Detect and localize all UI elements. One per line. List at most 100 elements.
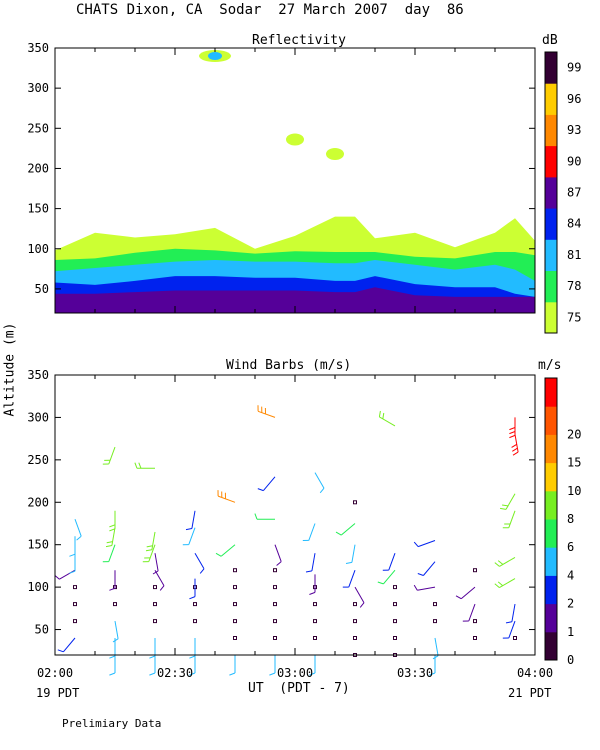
wind-barb — [305, 553, 316, 573]
refl-swatch — [545, 176, 557, 209]
barb-feather — [146, 545, 153, 548]
barb-feather — [432, 655, 439, 660]
wind-swatch — [545, 462, 557, 492]
calm-marker — [233, 602, 237, 607]
calm-marker — [313, 602, 317, 607]
barb-staff — [379, 416, 396, 427]
wind-barb — [302, 523, 316, 541]
refl-colorbar-label: 87 — [567, 186, 581, 200]
reflectivity-colorbar: 75 78 81 84 87 90 93 96 99 — [544, 51, 581, 334]
y-tick-label: 300 — [27, 410, 49, 424]
calm-marker — [393, 636, 397, 640]
time-axis: 02:00 02:30 03:00 03:30 04:00 — [37, 48, 553, 680]
calm-marker — [353, 602, 357, 607]
y-tick-label: 250 — [27, 121, 49, 135]
wind-barb — [345, 544, 356, 564]
wind-barb — [185, 510, 196, 531]
y-tick-label: 200 — [27, 161, 49, 175]
barb-staff — [63, 637, 76, 653]
barb-staff — [274, 544, 282, 562]
wind-barb — [502, 620, 516, 639]
wind-barb — [109, 510, 116, 532]
barb-feather — [429, 672, 436, 676]
barb-feather — [57, 649, 64, 653]
calm-marker — [273, 636, 277, 640]
wind-barb — [257, 476, 276, 492]
barb-staff — [417, 540, 436, 548]
calm-marker — [513, 636, 517, 640]
barb-staff — [257, 410, 276, 418]
barb-feather — [309, 591, 316, 595]
wind-barb — [254, 513, 275, 520]
wind-swatch — [545, 378, 557, 407]
barb-feather — [69, 553, 76, 557]
wind-colorbar-unit: m/s — [538, 358, 562, 373]
barb-feather — [417, 573, 424, 576]
wind-barb — [215, 544, 236, 557]
refl-swatch — [545, 52, 557, 84]
wind-barb — [511, 434, 519, 456]
barb-staff — [434, 637, 439, 656]
barb-staff — [511, 604, 516, 622]
wind-swatch — [545, 631, 557, 661]
barb-staff — [111, 527, 116, 546]
refl-colorbar-label: 99 — [567, 61, 581, 75]
barb-feather — [138, 462, 142, 469]
barb-staff — [388, 553, 396, 571]
wind-colorbar-label: 2 — [567, 597, 574, 611]
calm-marker — [393, 619, 397, 624]
wind-barb — [382, 553, 396, 571]
wind-barb — [257, 405, 276, 418]
calm-marker — [353, 636, 357, 640]
refl-swatch — [545, 208, 557, 240]
barb-staff — [417, 586, 436, 591]
wind-barb — [500, 493, 516, 510]
wind-barb — [378, 410, 396, 427]
calm-marker — [433, 602, 437, 607]
barb-feather — [309, 672, 316, 676]
wind-barb — [494, 578, 516, 589]
barb-feather — [76, 535, 82, 541]
barb-staff — [508, 620, 516, 639]
reflectivity-patch — [326, 148, 344, 160]
calm-marker — [393, 585, 397, 590]
refl-colorbar-label: 90 — [567, 154, 581, 168]
wind-colorbar-label: 4 — [567, 568, 574, 582]
barb-feather — [185, 528, 192, 531]
barb-feather — [378, 410, 381, 417]
barb-feather — [109, 587, 116, 591]
barb-feather — [229, 672, 236, 676]
barb-feather — [189, 672, 196, 676]
right-date-label: 21 PDT — [508, 686, 552, 700]
barb-staff — [348, 570, 356, 588]
calm-marker — [233, 568, 237, 573]
calm-marker — [433, 619, 437, 624]
barb-feather — [359, 602, 365, 608]
calm-marker — [73, 585, 77, 590]
wind-swatch — [545, 603, 557, 633]
refl-swatch — [545, 145, 557, 178]
wind-barb — [142, 544, 156, 563]
barb-staff — [354, 586, 365, 603]
barb-feather — [269, 672, 276, 676]
barb-feather — [106, 541, 113, 544]
wind-barb — [109, 655, 116, 676]
calm-marker — [193, 619, 197, 624]
calm-marker — [353, 500, 357, 505]
calm-marker — [153, 585, 157, 590]
calm-marker — [273, 568, 277, 573]
y-tick-label: 100 — [27, 242, 49, 256]
wind-barb — [189, 655, 196, 676]
refl-colorbar-label: 93 — [567, 123, 581, 137]
y-tick-label: 350 — [27, 368, 49, 382]
barb-feather — [377, 581, 384, 585]
barb-feather — [382, 412, 385, 419]
barb-feather — [497, 560, 504, 565]
refl-swatch — [545, 301, 557, 334]
barb-feather — [189, 655, 196, 659]
wind-barb — [109, 570, 116, 591]
wind-barb — [377, 569, 396, 585]
barb-staff — [383, 569, 396, 585]
left-date-label: 19 PDT — [36, 686, 80, 700]
barb-staff — [108, 446, 116, 465]
